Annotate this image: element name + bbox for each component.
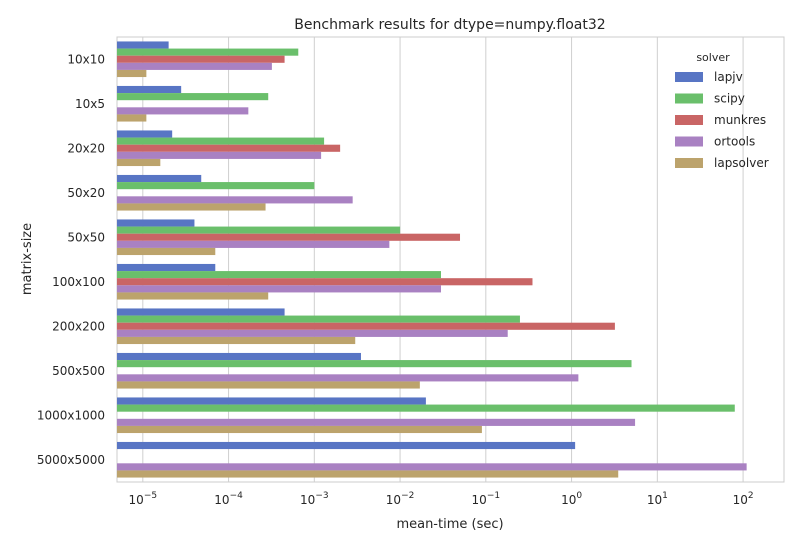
y-tick-label: 5000x5000 — [37, 453, 105, 467]
x-tick-label: 10−3 — [300, 491, 329, 507]
bar-scipy — [117, 182, 315, 190]
bar-ortools — [117, 151, 322, 159]
bar-ortools — [117, 285, 441, 293]
bar-lapsolver — [117, 69, 147, 78]
legend-label: munkres — [714, 113, 766, 127]
x-tick-label: 100 — [561, 491, 582, 507]
bar-lapsolver — [117, 203, 266, 211]
x-tick-labels: 10−5 10−4 10−3 10−2 10−1 100 101 102 — [129, 491, 754, 507]
bar-scipy — [117, 404, 735, 412]
x-tick-label: 101 — [647, 491, 668, 507]
bar-munkres — [117, 278, 533, 286]
y-tick-label: 1000x1000 — [37, 408, 105, 422]
y-tick-label: 10x10 — [67, 52, 105, 66]
bar-lapjv — [117, 85, 182, 94]
bar-lapsolver — [117, 470, 619, 478]
bar-lapjv — [117, 352, 361, 361]
bar-lapjv — [117, 263, 216, 272]
y-tick-label: 500x500 — [52, 364, 105, 378]
x-tick-label: 10−2 — [386, 491, 415, 507]
y-tick-label: 50x50 — [67, 230, 105, 244]
y-tick-label: 100x100 — [52, 275, 105, 289]
plot-area — [116, 36, 785, 483]
legend-swatch — [675, 72, 703, 82]
bar-lapjv — [117, 130, 173, 138]
legend: solver lapjv scipy munkres ortools lapsolver — [675, 51, 769, 170]
bar-ortools — [117, 374, 579, 382]
bar-lapjv — [117, 441, 576, 450]
x-tick-label: 102 — [733, 491, 754, 507]
bar-scipy — [117, 315, 520, 323]
bar-munkres — [117, 322, 615, 330]
legend-swatch — [675, 158, 703, 168]
bars — [117, 41, 747, 478]
bar-lapsolver — [117, 381, 420, 389]
bar-munkres — [117, 55, 285, 63]
y-tick-label: 20x20 — [67, 141, 105, 155]
bar-lapsolver — [117, 425, 482, 434]
bar-lapjv — [117, 41, 169, 49]
legend-label: scipy — [714, 92, 745, 106]
bar-scipy — [117, 271, 441, 279]
chart-title: Benchmark results for dtype=numpy.float3… — [294, 17, 605, 33]
bar-ortools — [117, 418, 636, 426]
y-tick-label: 10x5 — [75, 97, 105, 111]
y-tick-label: 50x20 — [67, 186, 105, 200]
bar-lapsolver — [117, 247, 216, 256]
legend-label: lapjv — [714, 70, 743, 84]
y-tick-label: 200x200 — [52, 319, 105, 333]
bar-lapsolver — [117, 158, 161, 167]
bar-lapsolver — [117, 114, 147, 122]
bar-scipy — [117, 48, 299, 56]
bar-lapjv — [117, 308, 285, 316]
bar-ortools — [117, 107, 249, 115]
bar-ortools — [117, 463, 747, 471]
x-tick-label: 10−1 — [472, 491, 501, 507]
x-tick-label: 10−4 — [214, 491, 243, 507]
bar-lapjv — [117, 219, 195, 227]
bar-scipy — [117, 137, 325, 145]
bar-ortools — [117, 62, 272, 70]
legend-swatch — [675, 115, 703, 125]
bar-ortools — [117, 196, 353, 204]
bar-lapsolver — [117, 336, 356, 345]
legend-title: solver — [696, 51, 730, 64]
bar-lapjv — [117, 397, 426, 405]
bar-scipy — [117, 360, 632, 368]
bar-munkres — [117, 233, 461, 241]
bar-scipy — [117, 93, 269, 101]
bar-lapjv — [117, 174, 202, 183]
legend-swatch — [675, 136, 703, 147]
bar-ortools — [117, 240, 390, 248]
y-axis-title: matrix-size — [20, 223, 35, 295]
legend-swatch — [675, 93, 703, 104]
y-tick-labels: 10x10 10x5 20x20 50x20 50x50 100x100 200x200 50… — [37, 52, 105, 467]
bar-scipy — [117, 226, 401, 234]
x-tick-label: 10−5 — [129, 491, 158, 507]
legend-label: ortools — [714, 135, 755, 149]
bar-munkres — [117, 144, 341, 152]
bar-ortools — [117, 329, 508, 337]
bar-lapsolver — [117, 292, 269, 300]
x-axis-title: mean-time (sec) — [396, 517, 503, 532]
legend-label: lapsolver — [714, 156, 769, 170]
